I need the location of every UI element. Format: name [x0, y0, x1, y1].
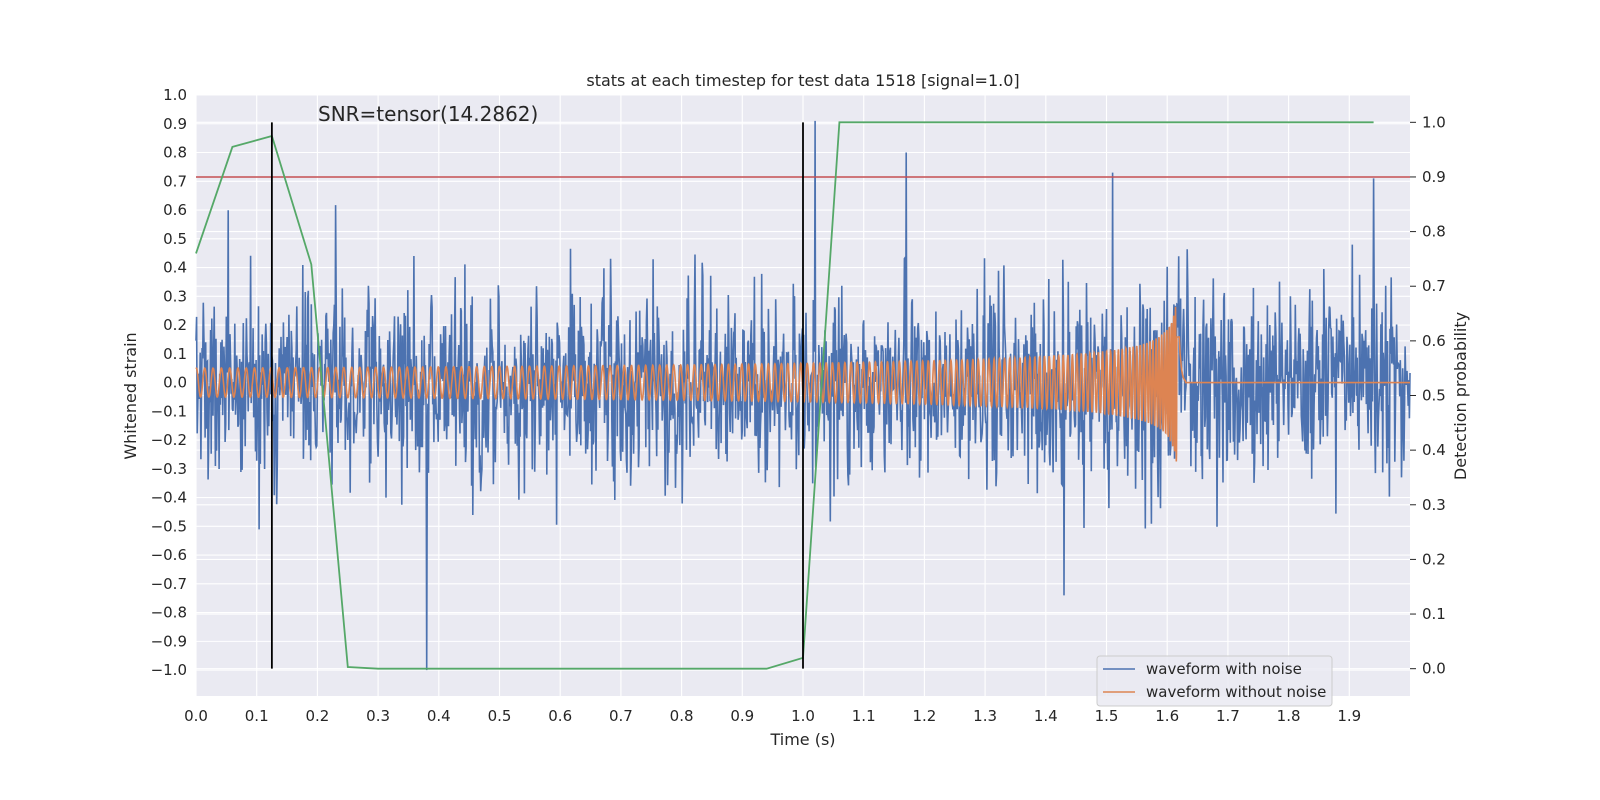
y2-tick-label: 0.2	[1422, 550, 1446, 568]
x-tick-label: 0.8	[670, 707, 694, 725]
y-tick-label: −0.2	[151, 431, 187, 449]
y-tick-label: −0.3	[151, 460, 187, 478]
x-tick-label: 1.8	[1277, 707, 1301, 725]
x-tick-label: 0.7	[609, 707, 633, 725]
y-tick-label: 0.8	[163, 144, 187, 162]
y2-tick-label: 0.9	[1422, 168, 1446, 186]
y-tick-label: 0.9	[163, 115, 187, 133]
legend: waveform with noise waveform without noi…	[1096, 655, 1333, 707]
y2-tick-label: 0.0	[1422, 660, 1446, 678]
y2-tick-label: 0.1	[1422, 605, 1446, 623]
y-tick-label: 0.7	[163, 172, 187, 190]
x-tick-label: 1.0	[791, 707, 815, 725]
y-axis-left: −1.0 −0.9 −0.8 −0.7 −0.6 −0.5 −0.4 −0.3 −0.2 −0.1…	[151, 86, 187, 679]
y2-tick-label: 1.0	[1422, 113, 1446, 131]
y-tick-label: 1.0	[163, 86, 187, 104]
snr-annotation: SNR=tensor(14.2862)	[318, 102, 538, 126]
y2-tick-label: 0.8	[1422, 223, 1446, 241]
x-axis: 0.0 0.1 0.2 0.3 0.4 0.5 0.6 0.7 0.8 0.9 1.0 1.1 1.2 1…	[184, 707, 1361, 725]
x-tick-label: 0.1	[245, 707, 269, 725]
y-tick-label: 0.3	[163, 287, 187, 305]
y-tick-label: −1.0	[151, 661, 187, 679]
x-tick-label: 1.3	[973, 707, 997, 725]
x-tick-label: 0.2	[305, 707, 329, 725]
chart-title: stats at each timestep for test data 151…	[586, 71, 1019, 90]
y-axis-right: 0.0 0.1 0.2 0.3 0.4 0.5 0.6 0.7 0.8 0.9 1.0	[1410, 113, 1446, 678]
x-tick-label: 1.4	[1034, 707, 1058, 725]
y2-tick-label: 0.6	[1422, 332, 1446, 350]
y2-tick-label: 0.5	[1422, 387, 1446, 405]
y-tick-label: −0.6	[151, 546, 187, 564]
x-tick-label: 1.1	[852, 707, 876, 725]
y-tick-label: −0.7	[151, 575, 187, 593]
y-axis-label: Whitened strain	[121, 332, 140, 459]
y2-tick-label: 0.4	[1422, 441, 1446, 459]
y-tick-label: 0.5	[163, 230, 187, 248]
y-tick-label: −0.1	[151, 402, 187, 420]
x-tick-label: 1.6	[1155, 707, 1179, 725]
x-tick-label: 1.5	[1095, 707, 1119, 725]
x-tick-label: 0.6	[548, 707, 572, 725]
x-axis-label: Time (s)	[769, 730, 835, 749]
series-detection-probability	[195, 121, 1374, 670]
x-tick-label: 0.3	[366, 707, 390, 725]
y2-axis-label: Detection probability	[1451, 312, 1470, 480]
x-tick-label: 0.4	[427, 707, 451, 725]
x-tick-label: 1.9	[1337, 707, 1361, 725]
y-tick-label: 0.1	[163, 345, 187, 363]
legend-box	[1096, 655, 1333, 707]
series-layer	[195, 120, 1411, 671]
y-tick-label: −0.4	[151, 489, 187, 507]
x-tick-label: 0.5	[488, 707, 512, 725]
y-tick-label: 0.4	[163, 259, 187, 277]
legend-label-clean: waveform without noise	[1146, 683, 1326, 701]
x-tick-label: 0.0	[184, 707, 208, 725]
y-tick-label: −0.9	[151, 632, 187, 650]
y2-tick-label: 0.3	[1422, 496, 1446, 514]
y-tick-label: −0.8	[151, 604, 187, 622]
y-tick-label: 0.2	[163, 316, 187, 334]
x-tick-label: 1.2	[912, 707, 936, 725]
y-tick-label: −0.5	[151, 517, 187, 535]
x-tick-label: 0.9	[730, 707, 754, 725]
y-tick-label: 0.0	[163, 374, 187, 392]
legend-label-noise: waveform with noise	[1146, 660, 1302, 678]
y-tick-label: 0.6	[163, 201, 187, 219]
y2-tick-label: 0.7	[1422, 277, 1446, 295]
x-tick-label: 1.7	[1216, 707, 1240, 725]
